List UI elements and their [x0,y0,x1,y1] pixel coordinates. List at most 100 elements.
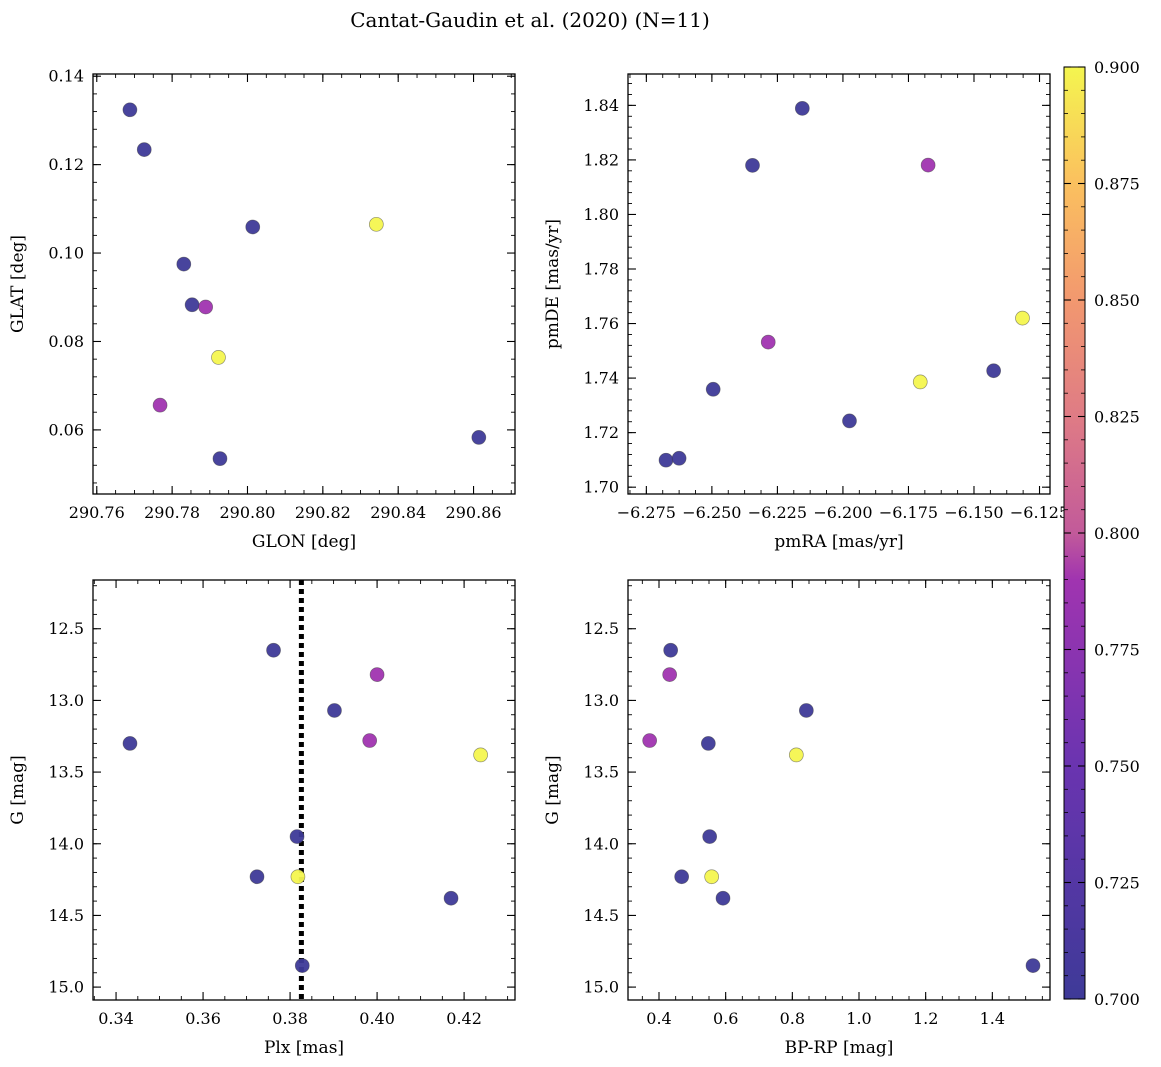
colorbar-tick-label: 0.700 [1094,990,1140,1009]
x-tick-label: 290.76 [69,503,125,522]
x-tick-label: −6.200 [813,503,872,522]
x-tick-label: 0.40 [359,1009,395,1028]
x-tick-label: 0.8 [780,1009,805,1028]
scatter-point [473,747,488,763]
y-axis-label: pmDE [mas/yr] [543,219,563,349]
y-tick-label: 1.82 [583,150,619,169]
x-axis-label: GLON [deg] [252,532,356,552]
colorbar-tick-label: 0.850 [1094,291,1140,310]
scatter-point [198,299,214,315]
y-tick-label: 14.0 [48,834,84,853]
colorbar-tick-label: 0.875 [1094,175,1140,194]
x-tick-label: −6.225 [748,503,807,522]
x-tick-label: 1.2 [913,1009,938,1028]
scatter-point [920,157,936,173]
y-axis-label: G [mag] [543,755,563,824]
colorbar: 0.700 0.725 0.750 0.775 0.800 0.825 0.850 0.875… [1063,58,1140,1009]
colorbar-tick-label: 0.750 [1094,757,1140,776]
y-tick-label: 0.14 [48,67,84,86]
x-tick-label: −6.175 [879,503,938,522]
colorbar-tick-label: 0.725 [1094,874,1140,893]
scatter-point [289,829,305,844]
scatter-point [663,642,679,658]
y-tick-label: 1.78 [583,260,619,279]
scatter-point [184,297,200,313]
y-axis-label: GLAT [deg] [8,235,28,333]
y-tick-label: 1.76 [583,314,619,333]
scatter-point [705,381,721,397]
scatter-point [1025,958,1041,973]
scatter-point [662,667,678,682]
y-tick-label: 13.0 [583,691,619,710]
x-tick-label: −6.275 [617,503,676,522]
x-tick-label: −6.150 [944,503,1003,522]
y-axis-label: G [mag] [8,755,28,824]
scatter-point [700,736,716,751]
x-tick-label: 290.86 [446,503,502,522]
scatter-point [986,363,1001,379]
scatter-point [745,158,760,173]
scatter-point [245,219,261,235]
x-tick-label: 1.0 [846,1009,871,1028]
y-tick-label: 12.5 [48,619,84,638]
scatter-point [842,413,857,429]
colorbar-tick-label: 0.825 [1094,408,1140,427]
y-tick-label: 0.06 [48,420,84,439]
y-tick-label: 0.10 [48,244,84,263]
scatter-point [443,890,459,906]
scatter-point [788,747,804,763]
panel-bprp-g: 0.4 0.6 0.8 1.0 1.2 1.4 12.5 13.0 13.5 14.0 14.5 15… [543,579,1051,1058]
scatter-point [702,829,718,844]
axes-frame [627,579,1051,1001]
scatter-point [327,703,342,718]
scatter-point [715,890,731,906]
scatter-point [794,101,810,116]
x-axis-label: BP-RP [mag] [785,1038,894,1058]
y-tick-label: 14.5 [48,906,84,925]
x-tick-label: 0.36 [185,1009,221,1028]
colorbar-tick-label: 0.800 [1094,524,1140,543]
axes-frame [92,73,516,495]
y-tick-label: 1.74 [583,369,619,388]
panel-plx-g: 0.34 0.36 0.38 0.40 0.42 12.5 13.0 13.5 14.0 14.5… [8,579,516,1058]
scatter-point [249,869,265,885]
x-tick-label: 0.38 [272,1009,308,1028]
scatter-point [369,667,385,682]
scatter-point [658,452,674,468]
scatter-point [760,334,776,350]
x-tick-label: 0.42 [446,1009,482,1028]
scatter-point [122,102,138,118]
scatter-point [798,703,814,718]
scatter-point [671,450,687,466]
scatter-point [704,869,720,885]
x-tick-label: 0.4 [646,1009,671,1028]
y-tick-label: 12.5 [583,619,619,638]
scatter-point [152,397,168,413]
y-tick-label: 0.12 [48,155,84,174]
scatter-point [471,430,487,445]
axes-frame [627,73,1051,495]
scatter-point [211,350,226,365]
x-tick-label: 0.34 [98,1009,134,1028]
scatter-point [294,958,310,973]
x-tick-label: 290.84 [370,503,426,522]
x-tick-label: 0.6 [713,1009,738,1028]
y-tick-label: 13.5 [48,763,84,782]
scatter-point [266,642,281,658]
scatter-point [674,869,690,885]
x-tick-label: −6.250 [682,503,741,522]
y-tick-label: 14.5 [583,906,619,925]
panel-pmra-pmde: −6.275 −6.250 −6.225 −6.200 −6.175 −6.150 −6.1… [543,73,1069,552]
y-tick-label: 13.5 [583,763,619,782]
y-tick-label: 15.0 [48,978,84,997]
scatter-point [362,733,378,748]
y-tick-label: 1.84 [583,96,619,115]
scatter-point [642,733,658,748]
y-tick-label: 1.80 [583,205,619,224]
scatter-point [368,216,384,232]
panel-glon-glat: 290.76 290.78 290.80 290.82 290.84 290.86 0.06… [8,67,516,552]
y-tick-label: 13.0 [48,691,84,710]
x-tick-label: 290.82 [295,503,351,522]
scatter-point [290,869,306,885]
